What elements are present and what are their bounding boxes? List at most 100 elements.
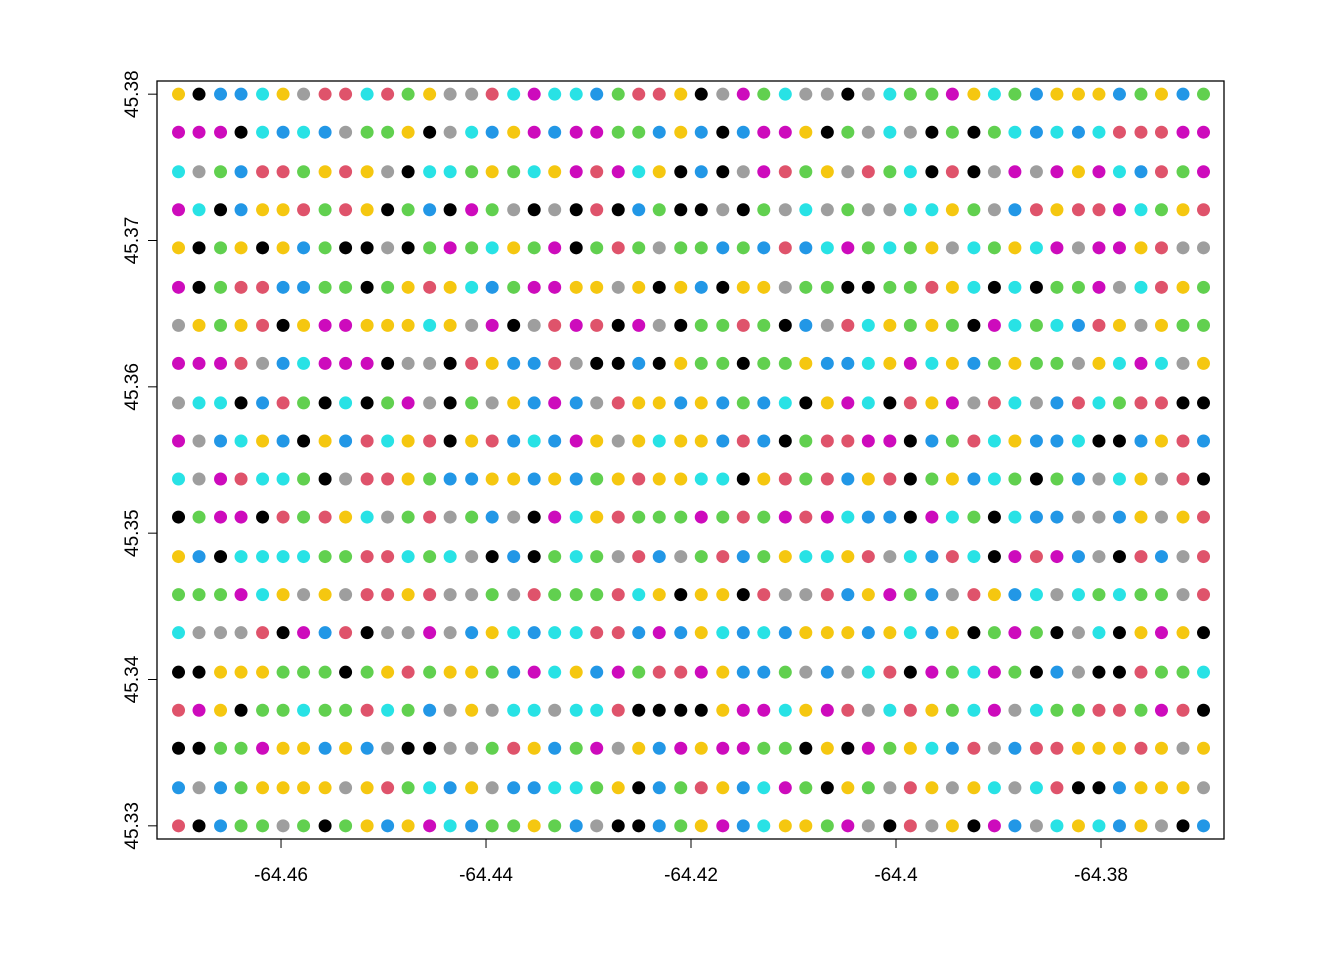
point (548, 588, 562, 602)
point (1071, 472, 1085, 486)
point (1092, 741, 1106, 755)
point (778, 819, 792, 833)
point (757, 741, 771, 755)
point (381, 781, 395, 795)
point (297, 87, 311, 101)
point (256, 588, 270, 602)
point (297, 626, 311, 640)
point (883, 819, 897, 833)
point (172, 550, 186, 564)
point (234, 588, 248, 602)
point (360, 280, 374, 294)
point (757, 241, 771, 255)
point (276, 510, 290, 524)
point (360, 318, 374, 332)
point (381, 434, 395, 448)
point (1071, 626, 1085, 640)
point (234, 280, 248, 294)
point (632, 241, 646, 255)
point (1092, 203, 1106, 217)
point (1050, 510, 1064, 524)
point (401, 472, 415, 486)
point (1154, 472, 1168, 486)
point (694, 665, 708, 679)
point (1176, 318, 1190, 332)
point (360, 165, 374, 179)
point (611, 626, 625, 640)
point (192, 396, 206, 410)
point (632, 472, 646, 486)
point (861, 165, 875, 179)
point (945, 125, 959, 139)
point (1197, 665, 1211, 679)
point (465, 550, 479, 564)
point (778, 741, 792, 755)
point (652, 318, 666, 332)
point (757, 550, 771, 564)
point (1029, 703, 1043, 717)
point (1008, 165, 1022, 179)
point (883, 472, 897, 486)
point (401, 626, 415, 640)
point (1176, 588, 1190, 602)
point (716, 588, 730, 602)
point (256, 665, 270, 679)
point (381, 819, 395, 833)
point (611, 741, 625, 755)
point (485, 703, 499, 717)
point (297, 588, 311, 602)
point (799, 741, 813, 755)
point (381, 550, 395, 564)
point (694, 165, 708, 179)
point (401, 819, 415, 833)
point (757, 396, 771, 410)
point (694, 241, 708, 255)
point (401, 703, 415, 717)
point (757, 356, 771, 370)
point (1092, 626, 1106, 640)
point (799, 165, 813, 179)
point (192, 165, 206, 179)
point (841, 280, 855, 294)
point (841, 550, 855, 564)
point (360, 434, 374, 448)
point (674, 626, 688, 640)
point (339, 550, 353, 564)
point (214, 703, 228, 717)
point (799, 781, 813, 795)
point (590, 318, 604, 332)
point (757, 87, 771, 101)
point (967, 703, 981, 717)
point (256, 125, 270, 139)
point (507, 125, 521, 139)
point (967, 472, 981, 486)
point (234, 510, 248, 524)
point (485, 665, 499, 679)
point (318, 472, 332, 486)
point (443, 741, 457, 755)
point (632, 125, 646, 139)
point (799, 396, 813, 410)
point (1176, 87, 1190, 101)
point (297, 356, 311, 370)
point (883, 318, 897, 332)
point (1050, 165, 1064, 179)
point (757, 434, 771, 448)
point (757, 819, 771, 833)
point (820, 125, 834, 139)
point (674, 550, 688, 564)
point (1050, 819, 1064, 833)
point (234, 396, 248, 410)
point (1197, 588, 1211, 602)
point (1112, 510, 1126, 524)
point (674, 510, 688, 524)
point (485, 318, 499, 332)
point (297, 434, 311, 448)
point (987, 741, 1001, 755)
point (401, 318, 415, 332)
point (799, 241, 813, 255)
point (569, 510, 583, 524)
point (841, 665, 855, 679)
point (276, 125, 290, 139)
point (1154, 626, 1168, 640)
